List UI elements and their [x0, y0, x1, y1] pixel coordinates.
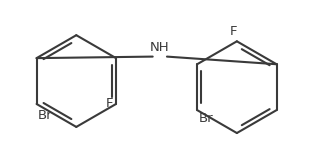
Text: NH: NH	[150, 41, 169, 54]
Text: F: F	[230, 25, 237, 38]
Text: F: F	[105, 98, 113, 110]
Text: Br: Br	[199, 112, 213, 125]
Text: Br: Br	[38, 109, 53, 122]
